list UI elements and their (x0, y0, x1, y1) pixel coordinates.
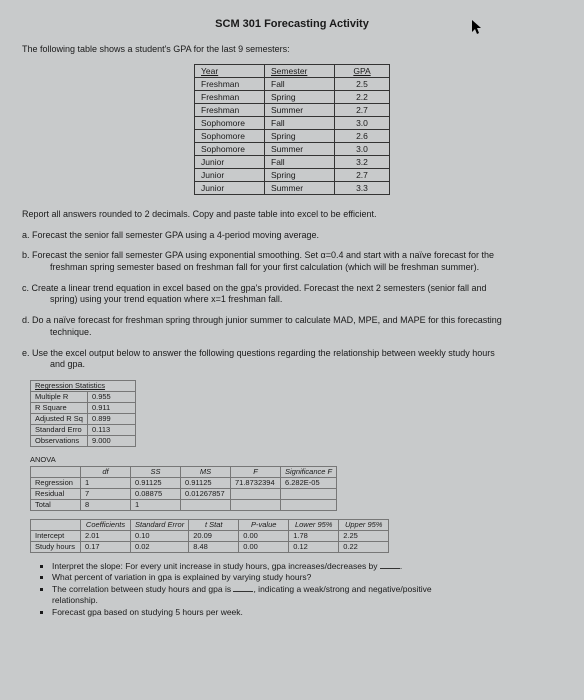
mouse-cursor (472, 20, 484, 36)
table-row: FreshmanSpring2.2 (195, 91, 390, 104)
intro-text: The following table shows a student's GP… (22, 44, 562, 54)
anova-title: ANOVA (30, 455, 562, 464)
table-row: R Square0.911 (31, 402, 136, 413)
bullet-correlation: The correlation between study hours and … (52, 584, 562, 607)
instr-d: d. Do a naïve forecast for freshman spri… (22, 315, 562, 338)
question-bullets: Interpret the slope: For every unit incr… (52, 561, 562, 618)
gpa-table: Year Semester GPA FreshmanFall2.5 Freshm… (194, 64, 390, 195)
table-row: Observations9.000 (31, 435, 136, 446)
table-header-row: Year Semester GPA (195, 65, 390, 78)
table-row: SophomoreSpring2.6 (195, 130, 390, 143)
table-row: JuniorSummer3.3 (195, 182, 390, 195)
table-row: JuniorFall3.2 (195, 156, 390, 169)
instr-a: a. Forecast the senior fall semester GPA… (22, 230, 562, 242)
instr-report: Report all answers rounded to 2 decimals… (22, 209, 562, 221)
table-header-row: df SS MS F Significance F (31, 466, 337, 477)
table-row: Multiple R0.955 (31, 391, 136, 402)
table-row: Residual70.088750.01267857 (31, 488, 337, 499)
coefficients-table: Coefficients Standard Error t Stat P-val… (30, 519, 389, 553)
instr-b: b. Forecast the senior fall semester GPA… (22, 250, 562, 273)
instr-e: e. Use the excel output below to answer … (22, 348, 562, 371)
bullet-slope: Interpret the slope: For every unit incr… (52, 561, 562, 572)
table-row: Study hours0.170.028.480.000.120.22 (31, 541, 389, 552)
instr-c: c. Create a linear trend equation in exc… (22, 283, 562, 306)
table-row: FreshmanSummer2.7 (195, 104, 390, 117)
table-row: SophomoreSummer3.0 (195, 143, 390, 156)
bullet-forecast: Forecast gpa based on studying 5 hours p… (52, 607, 562, 618)
table-row: Total81 (31, 499, 337, 510)
table-row: Standard Erro0.113 (31, 424, 136, 435)
col-semester: Semester (265, 65, 335, 78)
table-row: SophomoreFall3.0 (195, 117, 390, 130)
table-header-row: Coefficients Standard Error t Stat P-val… (31, 519, 389, 530)
table-row: Intercept2.010.1020.090.001.782.25 (31, 530, 389, 541)
table-row: Regression10.911250.9112571.87323946.282… (31, 477, 337, 488)
bullet-variation: What percent of variation in gpa is expl… (52, 572, 562, 583)
table-row: FreshmanFall2.5 (195, 78, 390, 91)
regression-stats-table: Regression Statistics Multiple R0.955 R … (30, 380, 136, 447)
col-gpa: GPA (335, 65, 390, 78)
table-row: JuniorSpring2.7 (195, 169, 390, 182)
table-row: Adjusted R Sq0.899 (31, 413, 136, 424)
anova-table: df SS MS F Significance F Regression10.9… (30, 466, 337, 511)
reg-stats-title: Regression Statistics (31, 380, 136, 391)
col-year: Year (195, 65, 265, 78)
